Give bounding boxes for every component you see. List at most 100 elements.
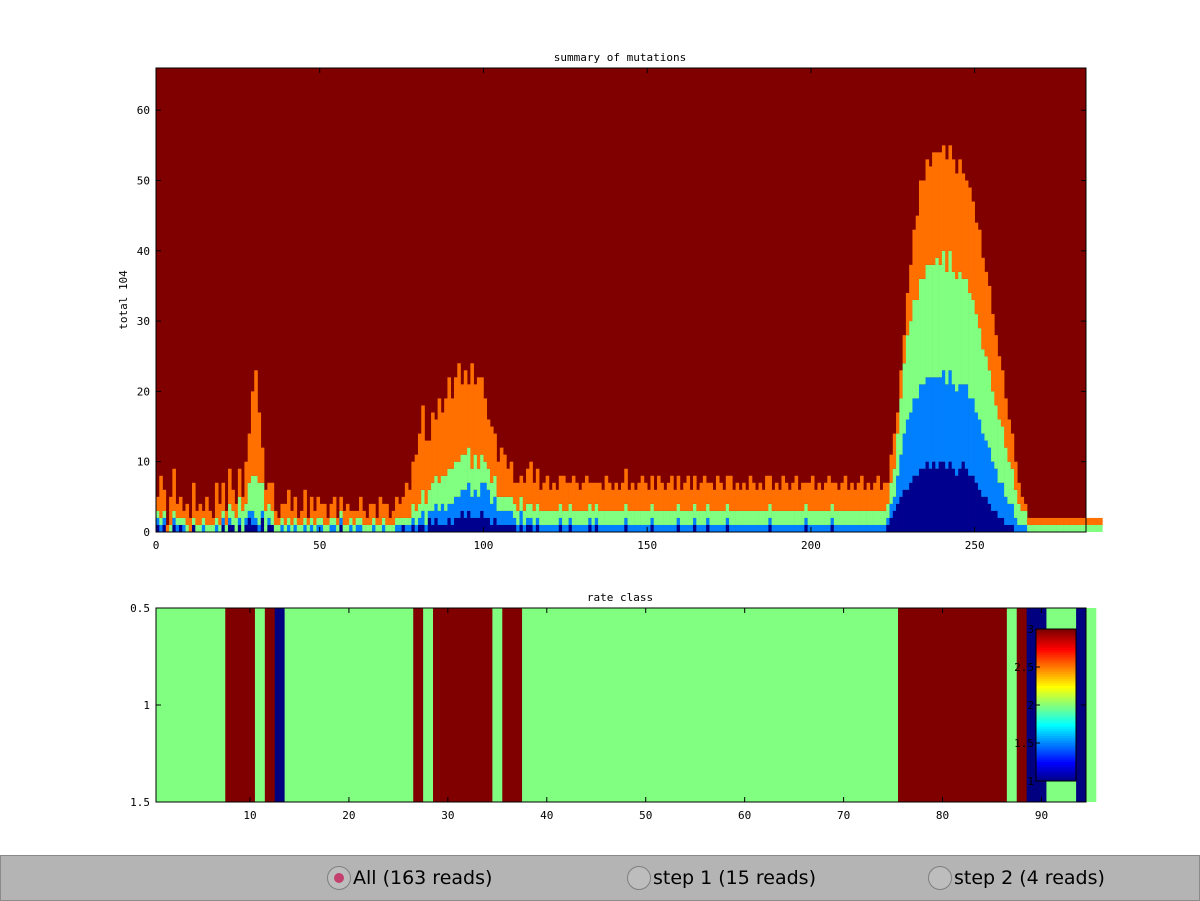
bar-segment [257,524,262,532]
bar-segment [1046,524,1051,532]
bar-segment [231,510,235,525]
bar-segment [706,524,710,532]
bar-segment [309,496,314,518]
bar-segment [309,517,314,525]
bar-segment [535,468,540,504]
bar-segment [866,482,871,511]
bar-segment [480,510,484,532]
bar-segment [476,496,481,518]
bar-segment [886,517,890,525]
bar-segment [876,524,880,532]
heatmap-cell [175,608,187,802]
bar-segment [1095,524,1100,532]
bar-segment [624,524,628,532]
bar-segment [529,503,533,518]
bar-segment [490,524,494,532]
bar-segment [368,503,373,525]
bar-segment [827,510,831,525]
bar-segment [411,517,415,525]
radio-circle-icon[interactable] [627,866,651,890]
bar-segment [506,510,510,525]
colorbar-tick-label: 2 [1027,699,1034,712]
bar-segment [401,524,406,532]
bar-segment [221,517,226,525]
bar-segment [771,524,776,532]
bar-segment [437,524,442,532]
heatmap-cell [799,608,810,802]
bar-segment [991,391,995,462]
bar-segment [581,510,586,525]
bar-segment [984,440,989,497]
bar-segment [896,503,900,532]
bar-segment [237,468,242,497]
bar-segment [902,489,907,532]
bar-segment [873,482,877,511]
bar-segment [611,510,615,525]
bar-segment [244,461,248,504]
bar-segment [1099,517,1103,525]
bar-segment [519,496,524,511]
bar-segment [522,482,527,511]
bar-segment [329,517,334,525]
bar-segment [693,517,697,525]
bar-segment [712,524,717,532]
bar-segment [657,475,661,511]
bar-segment [548,524,553,532]
colorbar-band [1036,633,1076,637]
radio-all-reads[interactable]: All (163 reads) [327,863,492,893]
bar-segment [463,370,468,455]
heatmap-cell [314,608,325,802]
bar-segment [434,475,438,504]
bar-segment [260,482,265,511]
radio-step-2[interactable]: step 2 (4 reads) [928,863,1105,893]
bar-segment [607,482,612,511]
bar-segment [647,489,651,511]
colorbar-band [1036,678,1076,682]
bar-segment [928,166,933,265]
bar-segment [945,271,949,385]
bar-segment [882,524,887,532]
bar-segment [1007,461,1011,504]
bar-segment [958,468,962,532]
colorbar-band [1036,664,1076,668]
bar-segment [286,489,291,518]
bar-segment [192,482,196,518]
bar-segment [922,278,926,385]
bar-segment [496,524,501,532]
bar-segment [208,524,212,532]
heatmap-cell [304,608,315,802]
bar-segment [201,517,206,525]
bar-segment [542,482,546,511]
bar-segment [522,524,527,532]
heatmap-cell [343,608,355,802]
bar-segment [159,517,163,525]
bar-segment [427,489,432,511]
colorbar-band [1036,764,1076,768]
bar-segment [169,524,173,532]
bar-segment [372,503,376,518]
bar-segment [522,510,527,525]
bar-segment [634,524,638,532]
bar-segment [719,510,723,525]
bar-segment [719,482,723,511]
colorbar-band [1036,676,1076,680]
heatmap-cell [571,608,582,802]
bar-segment [545,475,550,511]
bar-segment [640,524,645,532]
bar-segment [650,517,655,525]
bar-segment [169,496,173,525]
bar-segment [571,510,576,525]
bar-segment [172,468,176,511]
bar-segment [516,482,520,511]
colorbar-band [1036,659,1076,663]
bar-segment [935,152,939,258]
bar-segment [1069,524,1074,532]
bar-segment [552,482,556,511]
radio-circle-icon[interactable] [327,866,351,890]
bar-segment [539,489,543,511]
radio-circle-icon[interactable] [928,866,952,890]
radio-step-1[interactable]: step 1 (15 reads) [627,863,816,893]
bar-segment [709,510,713,525]
bar-segment [588,517,592,525]
bar-segment [244,517,248,525]
